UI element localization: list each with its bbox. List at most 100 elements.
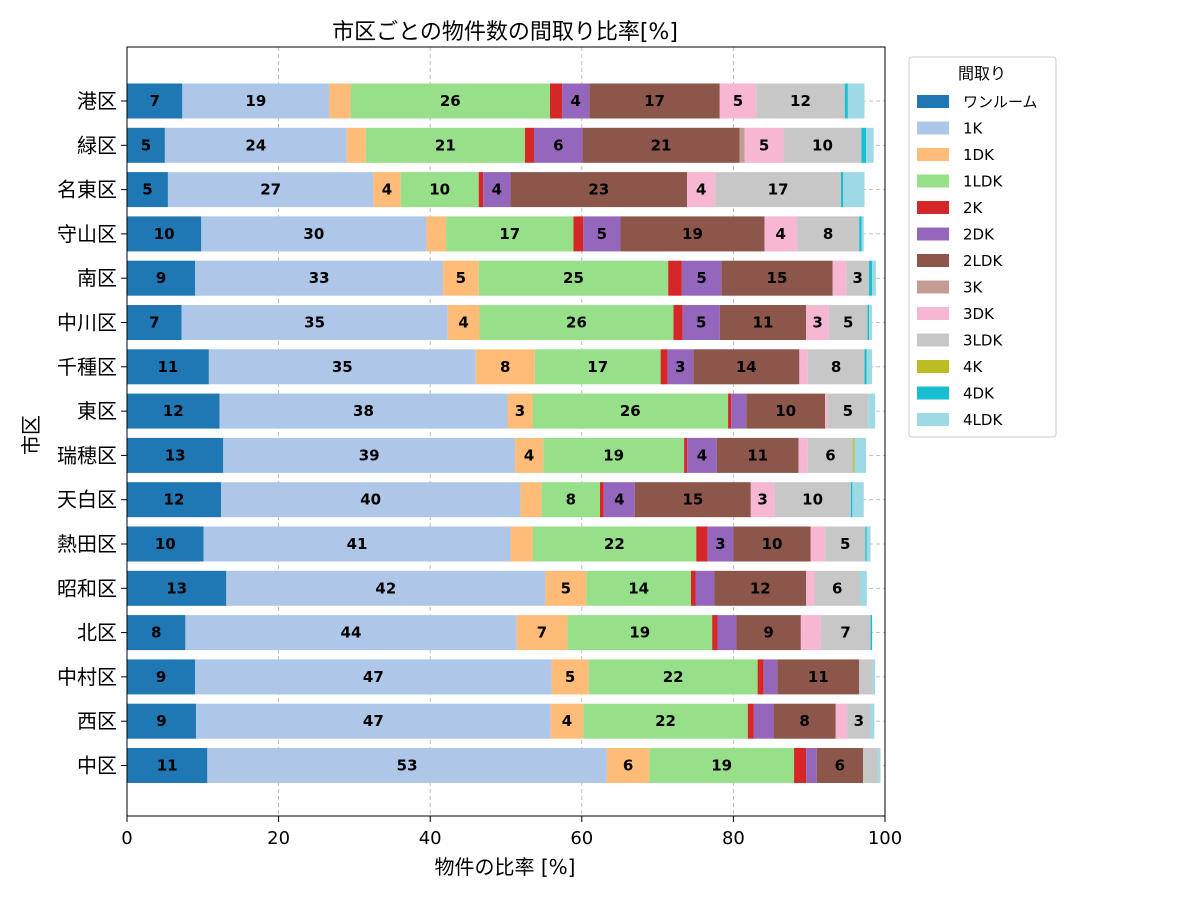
bar-segment <box>841 172 844 208</box>
bar-value-label: 3 <box>854 712 864 730</box>
bar-segment <box>668 260 682 296</box>
legend-swatch <box>917 121 949 135</box>
bar-value-label: 26 <box>620 402 641 420</box>
bar-segment <box>127 437 224 473</box>
bar-segment <box>827 393 869 429</box>
bar-segment <box>515 437 544 473</box>
bar-segment <box>717 615 737 651</box>
legend-swatch <box>917 307 949 320</box>
bar-value-label: 12 <box>164 491 185 509</box>
y-axis-ticks: 港区緑区名東区守山区南区中川区千種区東区瑞穂区天白区熱田区昭和区北区中村区西区中… <box>57 89 127 778</box>
bar-value-label: 26 <box>566 314 587 332</box>
bar-segment <box>220 482 521 518</box>
bar-segment <box>541 482 600 518</box>
bar-segment <box>479 305 674 340</box>
bar-segment <box>127 703 196 739</box>
bar-segment <box>820 615 871 651</box>
bar-segment <box>867 305 870 340</box>
bar-segment <box>603 482 635 518</box>
y-tick-label: 港区 <box>77 89 117 113</box>
legend-swatch <box>917 386 949 400</box>
bar-value-label: 9 <box>156 712 166 730</box>
bar-value-label: 7 <box>149 92 159 110</box>
bar-segment <box>854 437 867 473</box>
bar-value-label: 5 <box>142 181 152 199</box>
bar-value-label: 40 <box>360 491 381 509</box>
bar-value-label: 6 <box>553 136 563 154</box>
bar-segment <box>806 748 817 783</box>
bar-value-label: 12 <box>790 92 811 110</box>
x-tick-label: 60 <box>570 828 593 849</box>
bar-value-label: 6 <box>835 757 845 775</box>
y-tick-label: 緑区 <box>77 133 117 157</box>
bar-segment <box>443 260 479 296</box>
bar-segment <box>853 437 855 473</box>
bar-segment <box>850 482 853 518</box>
bar-segment <box>127 260 196 296</box>
legend-entry: 4K <box>963 358 984 376</box>
bar-value-label: 19 <box>682 225 703 243</box>
legend-entry: 1DK <box>963 146 995 164</box>
bar-value-label: 15 <box>767 269 788 287</box>
bar-segment <box>127 216 202 252</box>
bar-segment <box>226 570 546 606</box>
bar-segment <box>774 482 851 518</box>
bar-segment <box>181 305 448 340</box>
y-tick-label: 熱田区 <box>57 532 117 556</box>
bar-value-label: 9 <box>763 624 773 642</box>
bar-value-label: 5 <box>597 225 607 243</box>
bar-segment <box>682 305 720 340</box>
bar-segment <box>733 526 811 562</box>
bar-segment <box>800 615 821 651</box>
bar-value-label: 9 <box>156 269 166 287</box>
bar-value-label: 22 <box>604 535 625 553</box>
y-tick-label: 中村区 <box>57 665 117 689</box>
bar-value-label: 10 <box>775 402 796 420</box>
bar-segment <box>835 703 848 739</box>
legend-swatch <box>917 174 949 188</box>
bar-value-label: 10 <box>154 225 175 243</box>
bar-value-label: 12 <box>750 579 771 597</box>
bar-segment <box>620 216 765 252</box>
bar-segment <box>127 570 227 606</box>
bar-segment <box>865 526 867 562</box>
bar-value-label: 22 <box>663 668 684 686</box>
bar-segment <box>446 216 574 252</box>
bar-value-label: 41 <box>347 535 368 553</box>
bar-segment <box>719 305 807 340</box>
bar-segment <box>847 703 871 739</box>
bar-segment <box>329 83 351 119</box>
bar-segment <box>707 526 734 562</box>
bar-segment <box>207 748 607 783</box>
bar-segment <box>719 83 757 119</box>
bars <box>127 83 881 783</box>
legend-entry: 4DK <box>963 385 995 403</box>
bar-segment <box>746 393 826 429</box>
bar-segment <box>208 349 476 385</box>
bar-segment <box>195 703 551 739</box>
bar-segment <box>870 615 873 651</box>
bar-segment <box>690 570 696 606</box>
bar-segment <box>562 83 590 119</box>
bar-segment <box>861 216 864 252</box>
bar-segment <box>195 659 552 695</box>
x-tick-label: 40 <box>419 828 442 849</box>
bar-value-label: 4 <box>492 181 502 199</box>
bar-segment <box>716 437 799 473</box>
bar-segment <box>606 748 650 783</box>
bar-segment <box>583 703 748 739</box>
bar-segment <box>844 83 848 119</box>
bar-value-label: 9 <box>156 668 166 686</box>
bar-segment <box>872 659 876 695</box>
bar-value-label: 5 <box>561 579 571 597</box>
x-tick-label: 0 <box>121 828 132 849</box>
bar-segment <box>534 127 583 163</box>
bar-value-label: 17 <box>499 225 520 243</box>
bar-segment <box>715 172 842 208</box>
bar-segment <box>589 83 720 119</box>
bar-value-label: 7 <box>840 624 850 642</box>
bar-value-label: 3 <box>852 269 862 287</box>
bar-value-label: 5 <box>843 314 853 332</box>
bar-segment <box>866 349 873 385</box>
bar-value-label: 22 <box>655 712 676 730</box>
